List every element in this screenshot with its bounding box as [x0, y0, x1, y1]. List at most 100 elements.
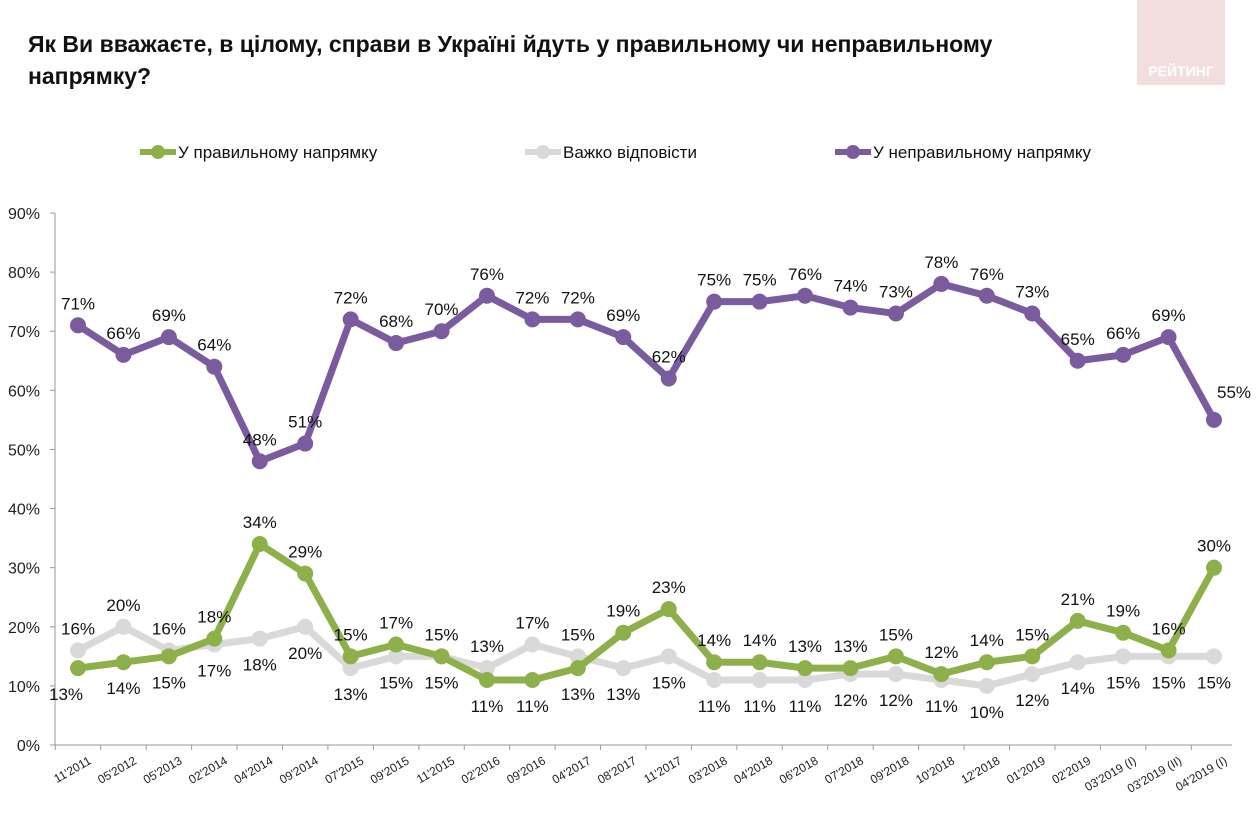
x-tick-label: 02'2014: [186, 753, 230, 786]
data-label: 73%: [879, 282, 913, 301]
data-label: 16%: [152, 619, 186, 638]
data-label: 13%: [833, 637, 867, 656]
data-point: [660, 601, 677, 618]
data-label: 75%: [697, 271, 731, 290]
data-label: 17%: [515, 614, 549, 633]
data-label: 15%: [879, 625, 913, 644]
data-label: 74%: [833, 277, 867, 296]
data-point: [70, 317, 86, 334]
data-label: 76%: [470, 265, 504, 284]
data-point: [569, 648, 586, 665]
data-label: 15%: [1152, 673, 1186, 692]
data-label: 66%: [1106, 324, 1140, 343]
data-point: [615, 329, 632, 346]
data-label: 13%: [788, 637, 822, 656]
data-point: [978, 654, 995, 671]
y-tick-label: 30%: [8, 561, 40, 578]
x-tick-label: 01'2019: [1004, 753, 1048, 786]
data-point: [660, 648, 677, 665]
data-point: [524, 311, 541, 328]
data-label: 69%: [1152, 306, 1186, 325]
x-tick-label: 11'2017: [641, 753, 684, 786]
x-tick-label: 09'2014: [277, 753, 321, 786]
data-label: 11%: [789, 697, 822, 716]
y-tick-label: 80%: [8, 265, 40, 282]
data-label: 66%: [106, 324, 140, 343]
data-label: 72%: [561, 288, 595, 307]
data-label: 20%: [288, 644, 322, 663]
data-point: [388, 335, 405, 352]
data-label: 12%: [879, 691, 913, 710]
x-tick-label: 04'2017: [550, 753, 594, 786]
data-label: 19%: [606, 602, 640, 621]
legend-label: У неправильному напрямку: [873, 143, 1092, 162]
data-point: [887, 305, 904, 322]
rating-logo: РЕЙТИНГ: [1137, 0, 1225, 85]
data-point: [797, 660, 814, 677]
data-point: [342, 648, 359, 665]
data-label: 12%: [924, 643, 958, 662]
data-point: [615, 624, 632, 641]
data-point: [251, 453, 268, 470]
data-point: [1160, 642, 1177, 659]
data-label: 75%: [743, 271, 777, 290]
data-label: 64%: [197, 336, 231, 355]
data-label: 13%: [561, 685, 595, 704]
data-label: 11%: [471, 697, 504, 716]
y-tick-label: 10%: [8, 679, 40, 696]
data-label: 15%: [334, 625, 368, 644]
data-point: [1069, 352, 1086, 369]
data-label: 68%: [379, 312, 413, 331]
legend-marker: [151, 145, 165, 159]
data-label: 20%: [106, 596, 140, 615]
x-tick-label: 07'2015: [322, 753, 366, 786]
data-point: [751, 654, 768, 671]
data-label: 73%: [1015, 282, 1049, 301]
legend-label: У правильному напрямку: [178, 143, 378, 162]
data-point: [1206, 559, 1222, 576]
data-label: 15%: [652, 673, 686, 692]
data-label: 11%: [516, 697, 549, 716]
data-point: [1069, 654, 1086, 671]
data-label: 19%: [1106, 602, 1140, 621]
data-label: 72%: [515, 288, 549, 307]
data-point: [1115, 624, 1132, 641]
data-label: 71%: [61, 294, 95, 313]
data-point: [660, 370, 677, 387]
data-point: [842, 299, 859, 316]
data-point: [615, 660, 632, 677]
data-point: [887, 648, 904, 665]
legend-marker: [536, 145, 550, 159]
data-point: [1024, 305, 1041, 322]
data-label: 13%: [334, 685, 368, 704]
data-label: 11%: [925, 697, 958, 716]
data-label: 15%: [1197, 673, 1231, 692]
data-point: [1024, 666, 1041, 683]
data-point: [206, 358, 223, 375]
data-label: 13%: [49, 685, 83, 704]
data-point: [933, 666, 950, 683]
data-label: 13%: [606, 685, 640, 704]
data-point: [297, 565, 314, 582]
legend-label: Важко відповісти: [563, 143, 697, 162]
data-point: [706, 671, 723, 688]
data-label: 51%: [288, 413, 322, 432]
data-label: 78%: [924, 253, 958, 272]
x-tick-label: 02'2016: [459, 753, 503, 786]
data-label: 15%: [1106, 673, 1140, 692]
data-point: [388, 648, 405, 665]
data-point: [751, 293, 768, 310]
data-point: [1069, 612, 1086, 629]
data-label: 48%: [243, 430, 277, 449]
data-point: [978, 677, 995, 694]
x-tick-label: 03'2018: [686, 753, 730, 786]
y-tick-label: 40%: [8, 502, 40, 519]
x-tick-label: 09'2015: [368, 753, 412, 786]
y-tick-label: 20%: [8, 620, 40, 637]
y-tick-label: 50%: [8, 442, 40, 459]
data-label: 34%: [243, 513, 277, 532]
data-point: [160, 648, 177, 665]
data-point: [206, 630, 223, 647]
